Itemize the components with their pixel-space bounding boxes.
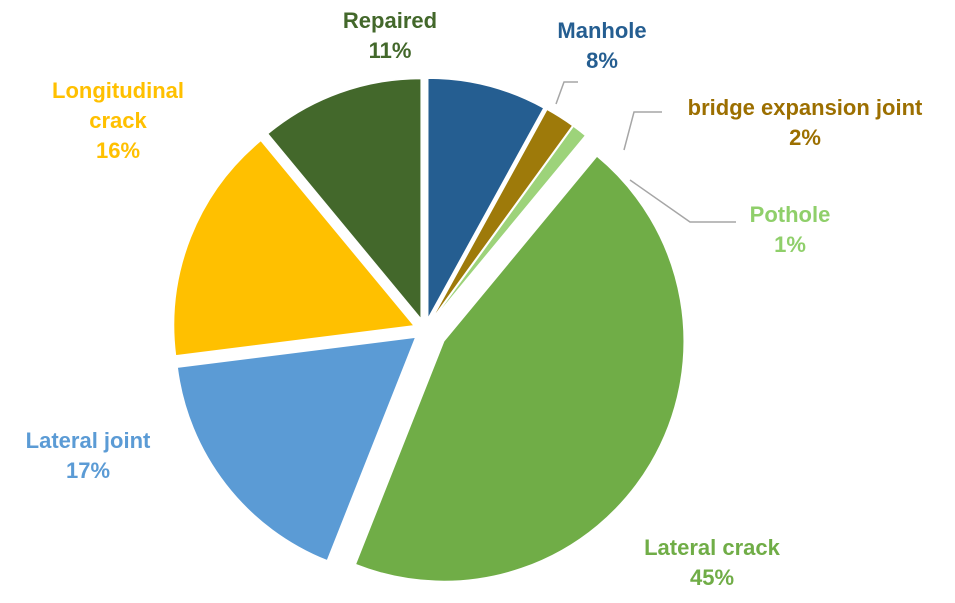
percent-label: 11% — [368, 38, 412, 63]
percent-label: 16% — [95, 138, 141, 163]
leader-line — [555, 81, 578, 105]
category-label: Longitudinal crack — [52, 78, 184, 133]
data-label: Lateral crack 45% — [644, 533, 780, 593]
category-label: Pothole — [749, 202, 831, 227]
data-label: Pothole 1% — [750, 200, 831, 260]
leader-line — [623, 111, 662, 151]
data-label: Manhole 8% — [557, 16, 646, 76]
leader-line — [629, 179, 736, 223]
percent-label: 8% — [586, 48, 618, 73]
percent-label: 1% — [774, 232, 806, 257]
category-label: Lateral joint — [25, 428, 151, 453]
pie-slice — [431, 125, 587, 321]
category-label: Lateral crack — [644, 535, 780, 560]
data-label: Longitudinal crack 16% — [36, 76, 201, 166]
percent-label: 2% — [789, 125, 821, 150]
category-label: bridge expansion joint — [687, 95, 923, 120]
pie-slice — [267, 78, 422, 321]
pie-slice — [173, 139, 415, 357]
category-label: Repaired — [342, 8, 438, 33]
data-label: Lateral joint 17% — [26, 426, 151, 486]
percent-label: 45% — [689, 565, 735, 590]
pie-slice — [427, 77, 545, 319]
pie-slice — [430, 108, 574, 321]
data-label: Repaired 11% — [343, 6, 437, 66]
pie-slice — [176, 336, 417, 562]
pie-slice — [354, 155, 685, 582]
data-label: bridge expansion joint 2% — [688, 93, 923, 153]
percent-label: 17% — [65, 458, 111, 483]
category-label: Manhole — [557, 18, 647, 43]
